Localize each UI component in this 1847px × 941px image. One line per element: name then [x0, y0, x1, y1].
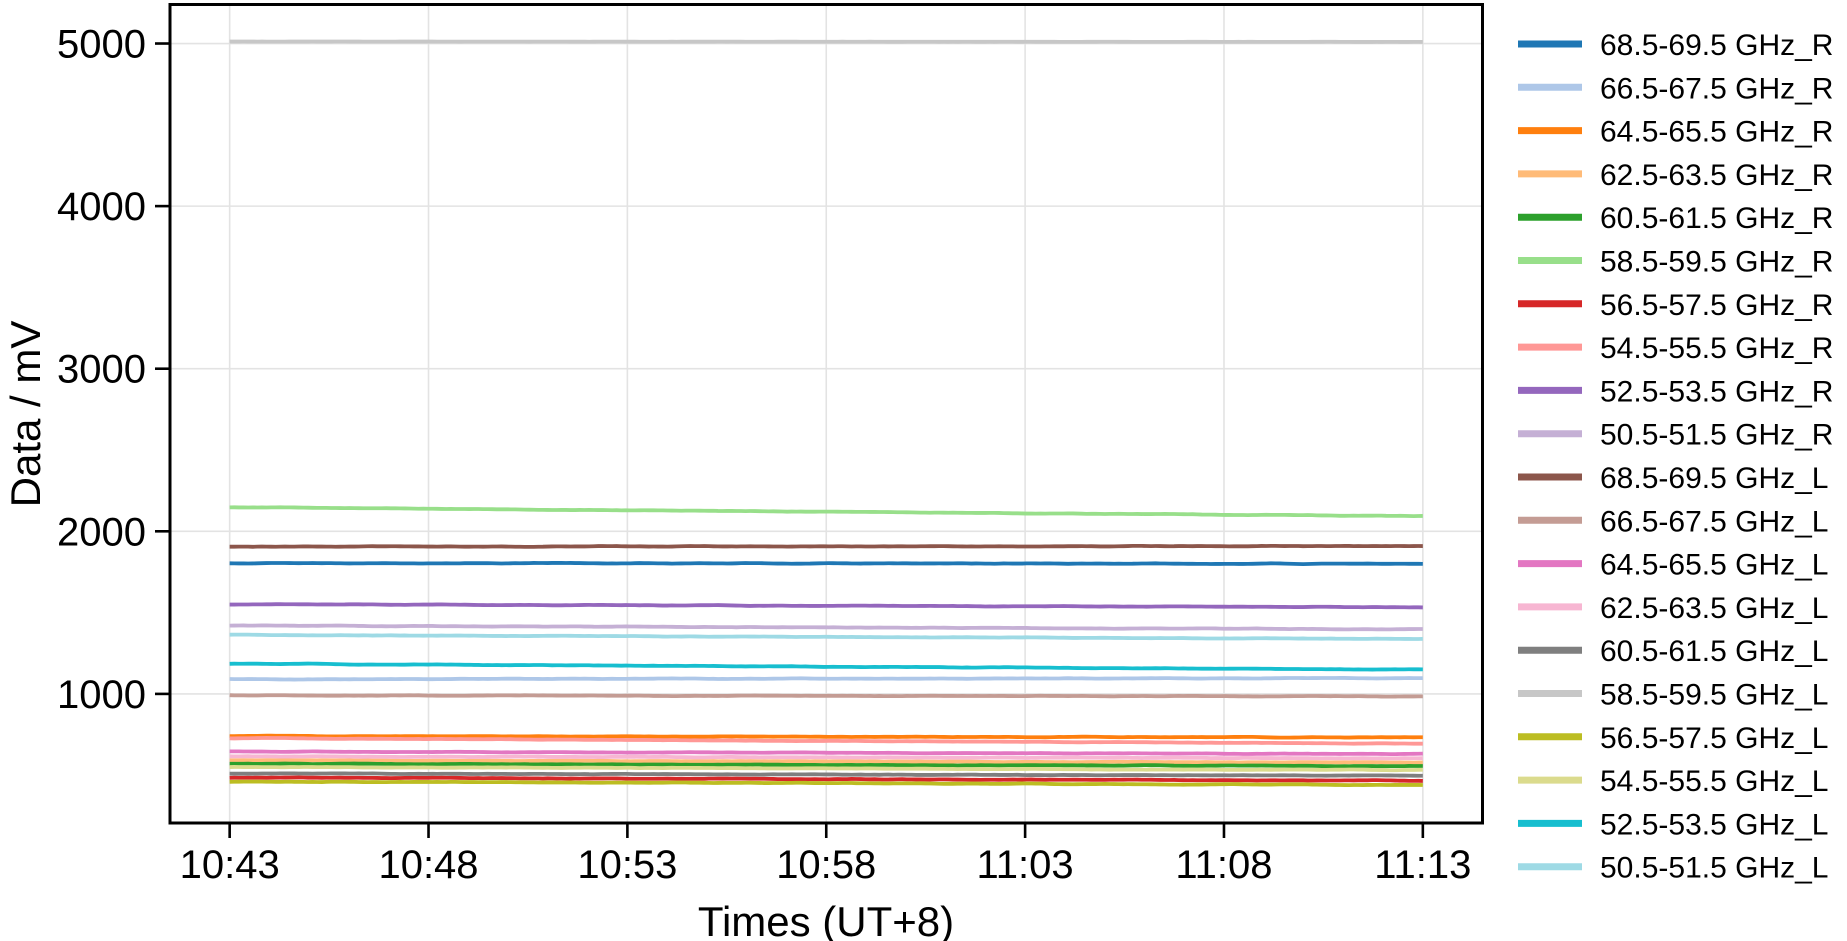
x-tick-label: 11:13 [1374, 843, 1471, 887]
series-line-64.5-65.5 GHz_R [229, 733, 1423, 740]
axis-ticks [155, 42, 1425, 838]
series-line-64.5-65.5 GHz_L [229, 749, 1423, 757]
series-line-62.5-63.5 GHz_R [229, 758, 1423, 765]
legend-label: 52.5-53.5 GHz_L [1600, 808, 1828, 841]
series-line-50.5-51.5 GHz_L [229, 632, 1423, 641]
legend-label: 54.5-55.5 GHz_L [1600, 765, 1828, 798]
legend-item: 58.5-59.5 GHz_R [1518, 246, 1833, 279]
y-tick-label: 3000 [57, 348, 146, 392]
y-tick-labels: 1000 2000 3000 4000 5000 [57, 23, 146, 717]
legend-item: 52.5-53.5 GHz_L [1518, 808, 1828, 841]
legend-label: 62.5-63.5 GHz_L [1600, 592, 1828, 625]
legend-label: 58.5-59.5 GHz_L [1600, 679, 1828, 712]
series-line-56.5-57.5 GHz_R [229, 775, 1423, 783]
y-tick-label: 1000 [57, 673, 146, 717]
legend-item: 62.5-63.5 GHz_L [1518, 592, 1828, 625]
series-line-52.5-53.5 GHz_L [229, 661, 1423, 672]
legend-label: 66.5-67.5 GHz_L [1600, 505, 1828, 538]
series-line-60.5-61.5 GHz_L [229, 771, 1423, 778]
y-axis-label: Data / mV [2, 321, 49, 508]
legend: 68.5-69.5 GHz_R 66.5-67.5 GHz_R 64.5-65.5 … [1518, 29, 1833, 885]
legend-item: 68.5-69.5 GHz_L [1518, 462, 1828, 495]
series-line-68.5-69.5 GHz_R [229, 561, 1423, 567]
legend-label: 64.5-65.5 GHz_R [1600, 116, 1833, 149]
series-line-66.5-67.5 GHz_L [229, 693, 1423, 699]
legend-label: 52.5-53.5 GHz_R [1600, 375, 1833, 408]
legend-item: 54.5-55.5 GHz_R [1518, 332, 1833, 365]
legend-item: 58.5-59.5 GHz_L [1518, 679, 1828, 712]
legend-label: 62.5-63.5 GHz_R [1600, 159, 1833, 192]
series-line-60.5-61.5 GHz_R [229, 761, 1423, 769]
legend-label: 50.5-51.5 GHz_L [1600, 852, 1828, 885]
legend-item: 50.5-51.5 GHz_R [1518, 419, 1833, 452]
legend-label: 56.5-57.5 GHz_R [1600, 289, 1833, 322]
legend-item: 56.5-57.5 GHz_L [1518, 722, 1828, 755]
legend-item: 56.5-57.5 GHz_R [1518, 289, 1833, 322]
legend-label: 58.5-59.5 GHz_R [1600, 246, 1833, 279]
x-tick-label: 10:58 [776, 843, 876, 887]
legend-item: 64.5-65.5 GHz_L [1518, 549, 1828, 582]
legend-item: 66.5-67.5 GHz_R [1518, 72, 1833, 105]
legend-label: 64.5-65.5 GHz_L [1600, 549, 1828, 582]
legend-item: 68.5-69.5 GHz_R [1518, 29, 1833, 62]
legend-label: 50.5-51.5 GHz_R [1600, 419, 1833, 452]
series-line-68.5-69.5 GHz_L [229, 543, 1423, 549]
legend-label: 56.5-57.5 GHz_L [1600, 722, 1828, 755]
x-tick-label: 11:08 [1175, 843, 1272, 887]
x-tick-label: 10:48 [378, 843, 478, 887]
y-tick-label: 2000 [57, 510, 146, 554]
x-tick-label: 10:53 [577, 843, 677, 887]
series-line-54.5-55.5 GHz_R [229, 736, 1423, 746]
x-tick-labels: 10:43 10:48 10:53 10:58 11:03 11:08 11:13 [180, 843, 1472, 887]
legend-label: 68.5-69.5 GHz_R [1600, 29, 1833, 62]
series-line-62.5-63.5 GHz_L [229, 754, 1423, 761]
legend-item: 50.5-51.5 GHz_L [1518, 852, 1828, 885]
x-tick-label: 11:03 [977, 843, 1074, 887]
legend-label: 60.5-61.5 GHz_L [1600, 635, 1828, 668]
y-tick-label: 5000 [57, 23, 146, 67]
legend-label: 54.5-55.5 GHz_R [1600, 332, 1833, 365]
x-tick-label: 10:43 [180, 843, 280, 887]
y-tick-label: 4000 [57, 185, 146, 229]
legend-label: 66.5-67.5 GHz_R [1600, 72, 1833, 105]
legend-item: 60.5-61.5 GHz_L [1518, 635, 1828, 668]
series-line-58.5-59.5 GHz_R [229, 505, 1423, 518]
series-line-66.5-67.5 GHz_R [229, 676, 1423, 682]
series-lines [229, 39, 1423, 788]
legend-item: 54.5-55.5 GHz_L [1518, 765, 1828, 798]
series-line-54.5-55.5 GHz_L [229, 765, 1423, 773]
legend-label: 60.5-61.5 GHz_R [1600, 202, 1833, 235]
legend-item: 64.5-65.5 GHz_R [1518, 116, 1833, 149]
legend-item: 52.5-53.5 GHz_R [1518, 375, 1833, 408]
legend-label: 68.5-69.5 GHz_L [1600, 462, 1828, 495]
series-line-52.5-53.5 GHz_R [229, 602, 1423, 610]
series-line-50.5-51.5 GHz_R [229, 623, 1423, 632]
legend-item: 66.5-67.5 GHz_L [1518, 505, 1828, 538]
legend-item: 60.5-61.5 GHz_R [1518, 202, 1833, 235]
gridlines [170, 4, 1483, 823]
x-axis-label: Times (UT+8) [698, 898, 954, 941]
legend-item: 62.5-63.5 GHz_R [1518, 159, 1833, 192]
series-line-56.5-57.5 GHz_L [229, 779, 1423, 788]
